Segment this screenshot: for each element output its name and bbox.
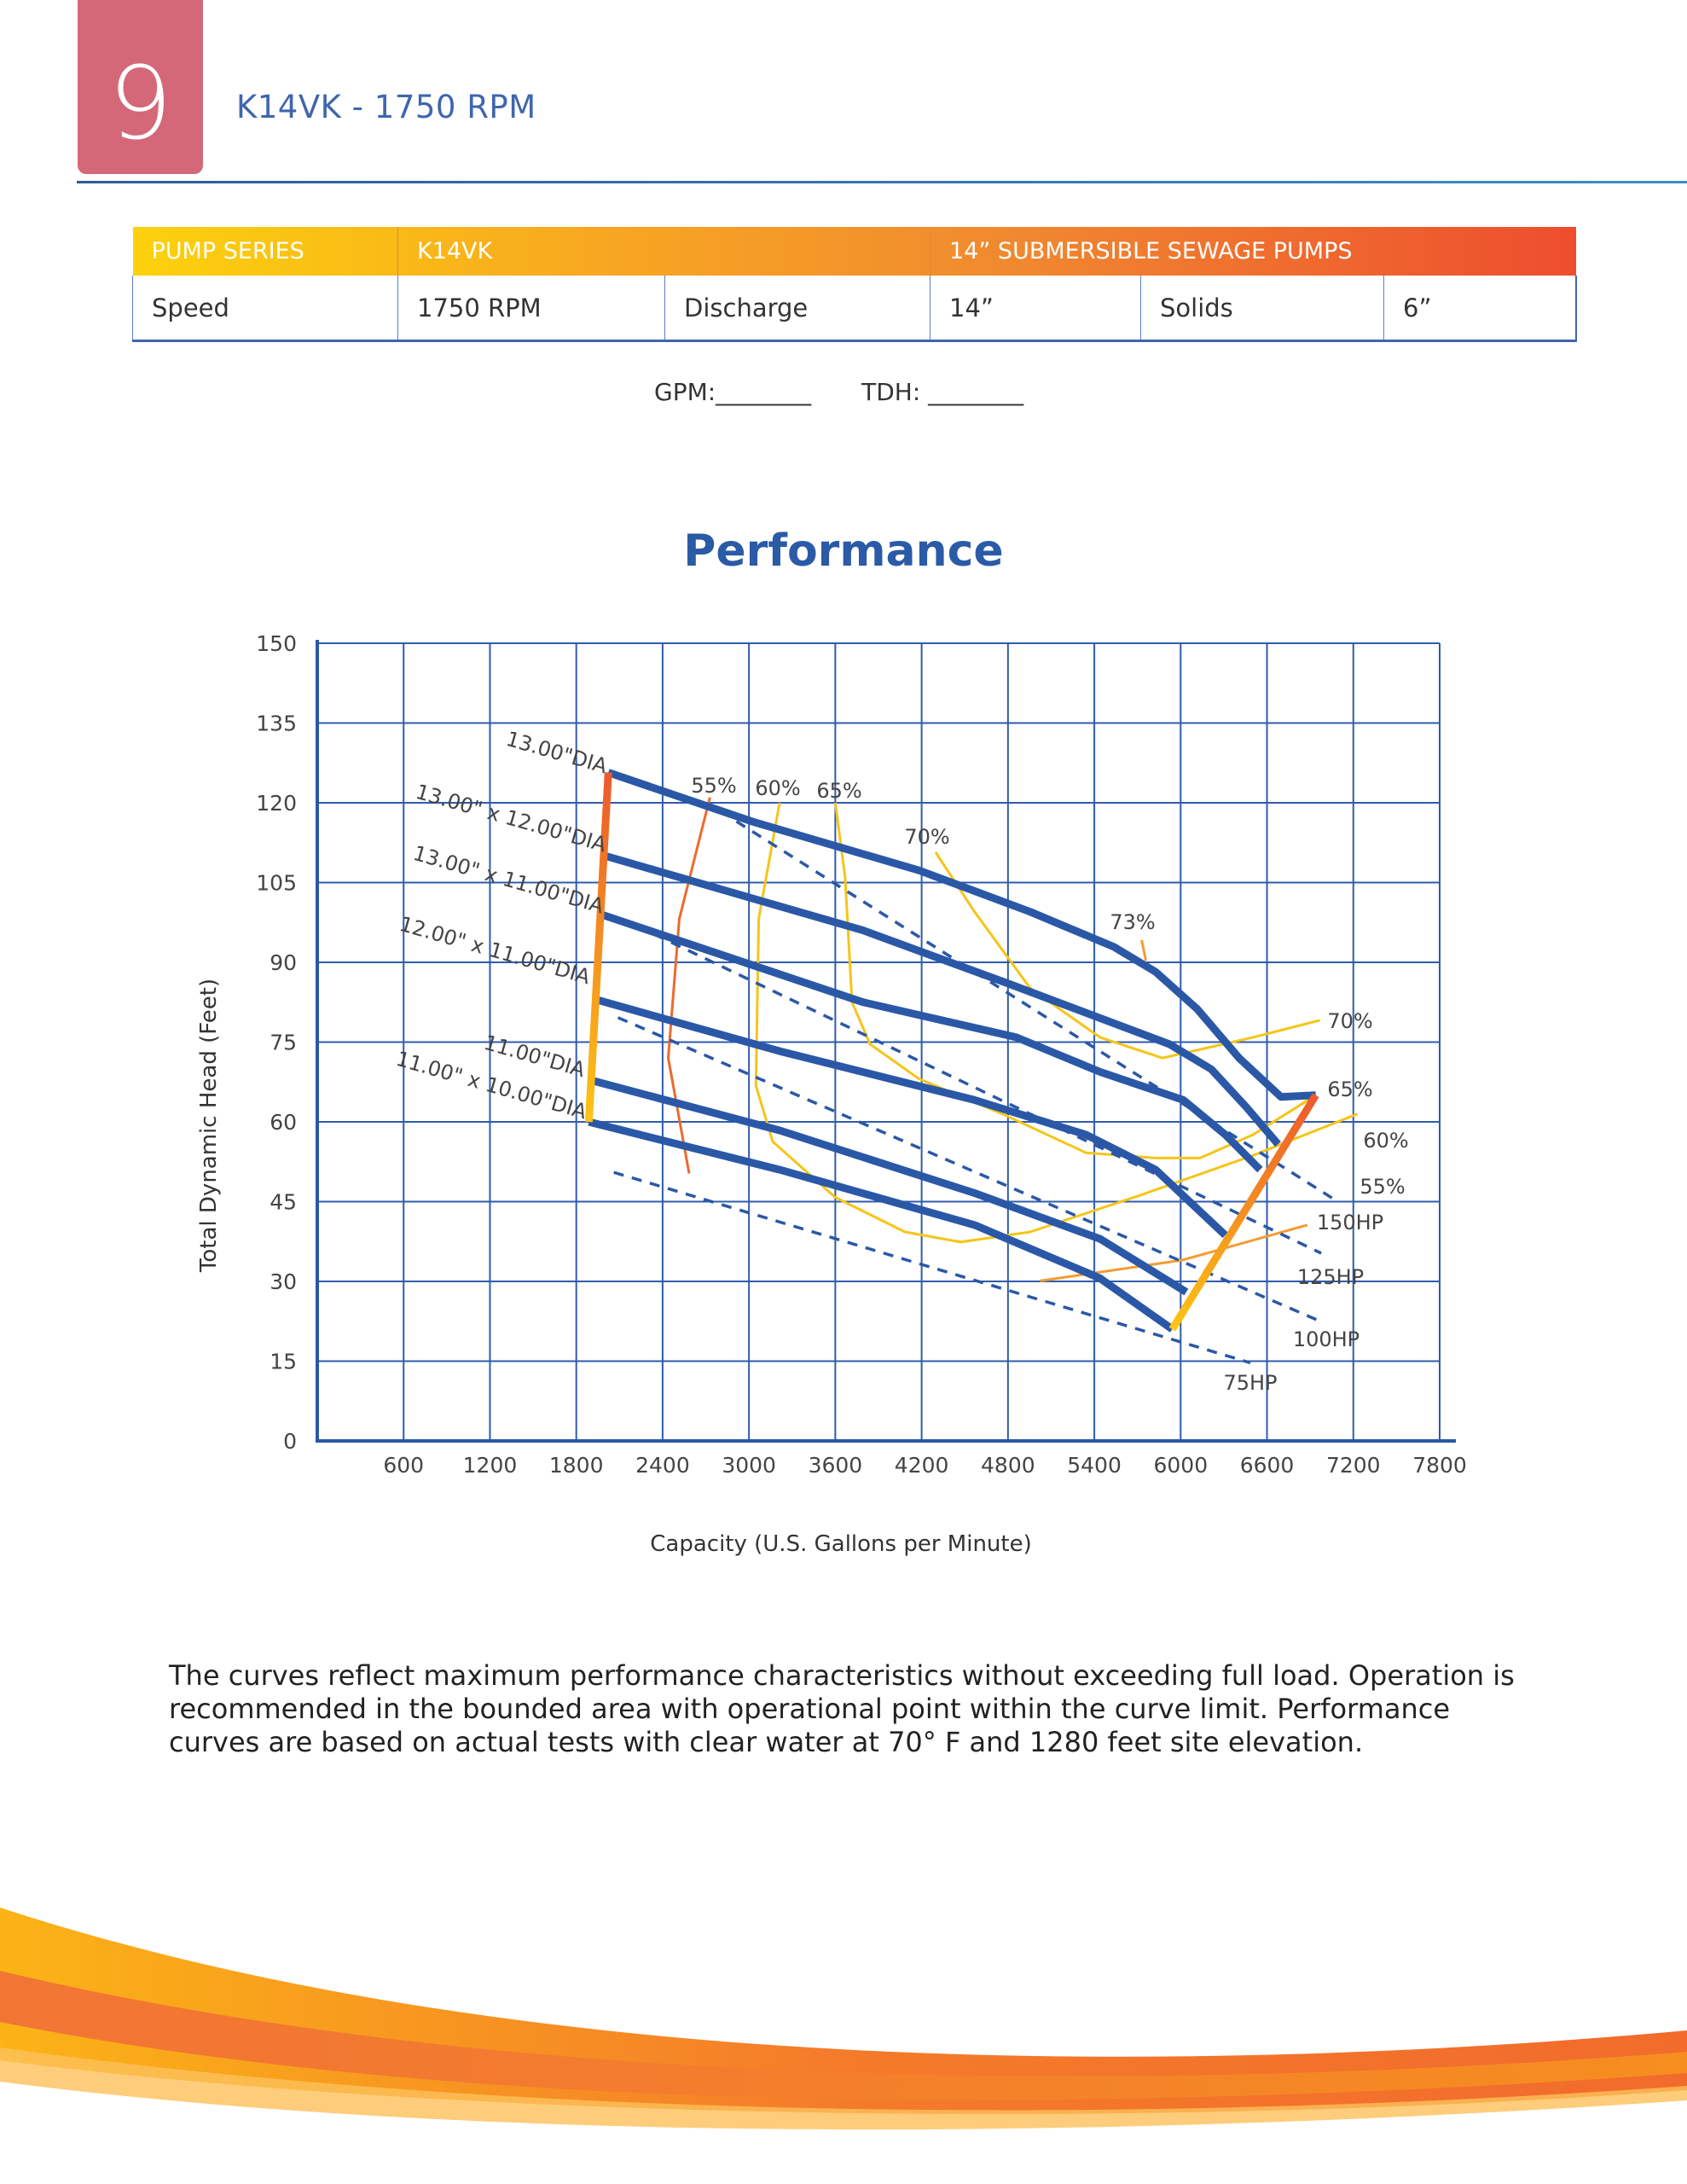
y-tick-label: 30	[270, 1269, 297, 1294]
chart-title: Performance	[683, 526, 1004, 577]
x-tick-label: 3600	[809, 1453, 863, 1478]
x-tick-label: 7800	[1412, 1453, 1467, 1478]
hp-line	[617, 1016, 1324, 1324]
cell-discharge-value: 14”	[930, 276, 1141, 342]
spec-table-row: Speed 1750 RPM Discharge 14” Solids 6”	[132, 276, 1577, 342]
x-tick-label: 2400	[635, 1453, 690, 1478]
cell-solids-label: Solids	[1140, 276, 1384, 342]
y-tick-label: 15	[270, 1350, 297, 1374]
hp-label: 150HP	[1317, 1211, 1383, 1234]
y-tick-label: 75	[270, 1031, 297, 1055]
header-divider	[77, 181, 1687, 183]
efficiency-label: 65%	[816, 779, 861, 803]
head-curve	[594, 996, 1228, 1239]
x-axis-label: Capacity (U.S. Gallons per Minute)	[650, 1531, 1031, 1557]
efficiency-curve	[934, 851, 1320, 1060]
cell-speed-value: 1750 RPM	[397, 276, 665, 342]
efficiency-label: 60%	[1363, 1129, 1408, 1153]
hp-line	[653, 932, 1322, 1255]
diameter-label: 13.00"DIA	[503, 727, 610, 779]
head-curve	[600, 910, 1263, 1173]
gpm-field[interactable]: GPM:________	[654, 378, 812, 406]
head-curve	[604, 851, 1281, 1147]
x-tick-label: 4200	[895, 1453, 949, 1478]
hp-label: 100HP	[1293, 1327, 1359, 1351]
section-number: 9	[107, 44, 173, 162]
x-tick-label: 4800	[981, 1453, 1035, 1478]
section-number-tab: 9	[78, 0, 203, 174]
x-tick-label: 7200	[1326, 1453, 1381, 1478]
x-tick-label: 6600	[1240, 1453, 1295, 1478]
performance-chart: 600 1200 1800 2400 3000 3600 4200 4800 5400 6000 6…	[196, 631, 1467, 1557]
y-tick-label: 150	[256, 631, 297, 656]
head-curve	[590, 1077, 1189, 1296]
cell-solids-value: 6”	[1383, 276, 1577, 342]
y-tick-label: 105	[256, 871, 297, 896]
x-tick-label: 600	[383, 1453, 424, 1478]
x-tick-label: 6000	[1153, 1453, 1208, 1478]
page-title: K14VK - 1750 RPM	[236, 89, 536, 125]
y-tick-label: 135	[256, 712, 297, 736]
efficiency-curve	[667, 797, 711, 1174]
spec-table-header: PUMP SERIES K14VK 14” SUBMERSIBLE SEWAGE…	[132, 227, 1576, 276]
head-curve	[606, 769, 1316, 1101]
hp-label: 125HP	[1297, 1265, 1364, 1289]
tdh-field[interactable]: TDH: ________	[861, 378, 1024, 406]
efficiency-curve	[833, 802, 1317, 1159]
header-pump-series: PUMP SERIES	[151, 238, 304, 264]
efficiency-label: 55%	[1359, 1175, 1405, 1199]
x-tick-label: 1800	[549, 1453, 604, 1478]
efficiency-label: 70%	[1327, 1009, 1372, 1033]
hp-line	[735, 820, 1336, 1202]
efficiency-label: 60%	[755, 776, 800, 800]
diameter-label: 13.00" x 12.00"DIA	[413, 780, 609, 857]
diameter-label: 13.00" x 11.00"DIA	[410, 841, 606, 919]
efficiency-curve	[754, 802, 1359, 1244]
efficiency-label: 73%	[1110, 910, 1155, 934]
efficiency-label: 65%	[1327, 1077, 1372, 1101]
operating-limit-line	[1168, 1093, 1319, 1332]
header-description: 14” SUBMERSIBLE SEWAGE PUMPS	[930, 227, 1576, 276]
y-tick-label: 120	[256, 791, 297, 816]
y-tick-label: 60	[270, 1110, 297, 1135]
efficiency-label: 55%	[691, 774, 736, 798]
head-curve	[588, 1118, 1175, 1333]
y-tick-label: 0	[283, 1429, 297, 1454]
fill-in-fields: GPM:________ TDH: ________	[654, 378, 1066, 406]
efficiency-label: 70%	[904, 825, 949, 849]
decorative-swoosh	[0, 1908, 1687, 2130]
performance-note: The curves reflect maximum performance c…	[169, 1659, 1515, 1758]
cell-speed-label: Speed	[132, 276, 398, 342]
y-tick-label: 90	[270, 950, 297, 975]
cell-discharge-label: Discharge	[664, 276, 930, 342]
x-tick-label: 1200	[463, 1453, 518, 1478]
y-axis-label: Total Dynamic Head (Feet)	[196, 979, 222, 1273]
hp-line	[613, 1170, 1251, 1365]
x-tick-label: 3000	[722, 1453, 776, 1478]
operating-limit-line	[584, 772, 612, 1123]
efficiency-curve	[1140, 939, 1147, 961]
x-tick-label: 5400	[1067, 1453, 1122, 1478]
y-tick-label: 45	[270, 1190, 297, 1215]
hp-label: 75HP	[1223, 1371, 1277, 1395]
spec-table: PUMP SERIES K14VK 14” SUBMERSIBLE SEWAGE…	[132, 227, 1577, 342]
header-model: K14VK	[397, 227, 930, 276]
diameter-label: 12.00" x 11.00"DIA	[397, 912, 593, 990]
